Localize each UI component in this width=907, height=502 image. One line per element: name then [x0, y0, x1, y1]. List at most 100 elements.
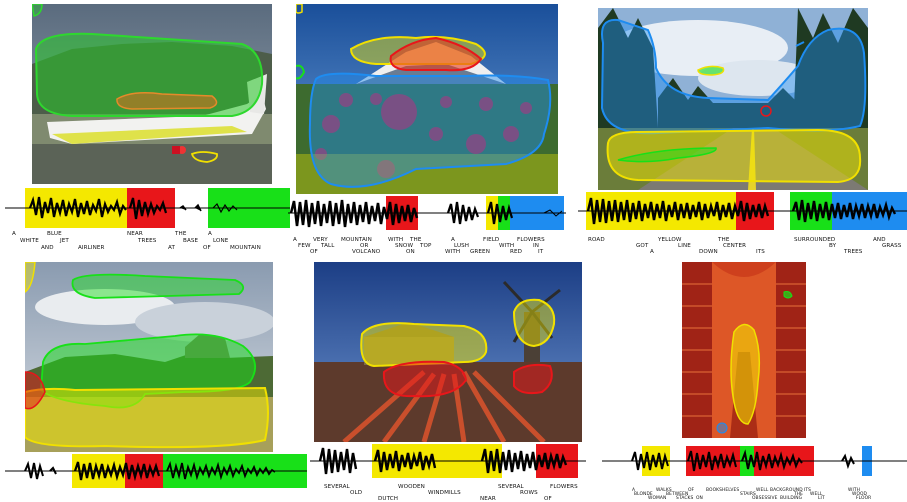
caption-word: FLOWERS: [550, 484, 578, 490]
caption-word: NEAR: [480, 496, 496, 502]
audio-waveform: [602, 446, 907, 476]
caption-word: LINE: [678, 243, 691, 249]
caption-word: AND: [41, 245, 54, 251]
audio-waveform: [5, 454, 307, 488]
caption-word: IN: [533, 243, 540, 249]
caption-word: WALKS: [656, 488, 672, 493]
caption-word: A: [451, 237, 455, 243]
caption-word: MOUNTAIN: [341, 237, 372, 243]
caption-word: BLONDE: [634, 492, 653, 497]
panel-airplane: A WHITE BLUE AND JET AIRLINER NEAR TREES…: [0, 0, 290, 258]
caption-word: FIELD: [483, 237, 500, 243]
caption-word: THE: [794, 492, 804, 497]
caption-word: SURROUNDED: [794, 237, 836, 243]
caption-word: LONE: [213, 238, 229, 244]
caption-word: GRASS: [882, 243, 902, 249]
caption-word: RED: [510, 249, 523, 255]
caption-word: WINDMILLS: [428, 490, 461, 496]
audio-waveform: [310, 444, 586, 478]
caption-word: BOOKSHELVES: [706, 488, 740, 493]
caption-word: VERY: [313, 237, 328, 243]
caption-word: WITH: [445, 249, 461, 255]
audio-waveform: [578, 192, 907, 230]
caption-word: OR: [360, 243, 369, 249]
panel-poppies: A FEW VERY OF TALL MOUNTAIN OR VOLCANO W…: [288, 0, 578, 258]
caption-word: YELLOW: [658, 237, 682, 243]
panel-road: ROAD GOT A YELLOW LINE DOWN THE CENTER I…: [578, 0, 907, 258]
caption-word: AND: [873, 237, 886, 243]
caption-word: WHITE: [20, 238, 39, 244]
poppies-photo: [296, 4, 558, 194]
caption-word: BY: [829, 243, 837, 249]
caption-word: IT: [538, 249, 544, 255]
caption-word: THE: [175, 231, 187, 237]
caption-words: A BLONDE WOMAN WALKS BETWEEN STACKS OF B…: [602, 488, 907, 502]
caption-word: OF: [688, 488, 695, 493]
caption-word: TREES: [844, 249, 863, 255]
caption-word: FLOWERS: [517, 237, 545, 243]
caption-word: OLD: [350, 490, 363, 496]
caption-word: DUTCH: [378, 496, 399, 502]
caption-words: ROAD GOT A YELLOW LINE DOWN THE CENTER I…: [578, 237, 907, 259]
caption-word: WITH: [848, 488, 861, 493]
caption-word: BASE: [183, 238, 199, 244]
caption-word: TALL: [321, 243, 335, 249]
caption-word: AT: [168, 245, 176, 251]
panel-farm: [0, 258, 310, 502]
caption-word: GOT: [636, 243, 649, 249]
caption-word: A: [293, 237, 297, 243]
library-photo: [682, 262, 806, 438]
caption-word: OF: [203, 245, 211, 251]
caption-word: ROAD: [588, 237, 605, 243]
caption-word: OBSESSIVE: [752, 496, 778, 501]
caption-word: ITS: [756, 249, 765, 255]
caption-word: OF: [544, 496, 552, 502]
caption-word: SEVERAL: [324, 484, 350, 490]
caption-word: FEW: [298, 243, 311, 249]
caption-word: WOMAN: [648, 496, 667, 501]
panel-library: A BLONDE WOMAN WALKS BETWEEN STACKS OF B…: [602, 258, 907, 502]
caption-word: TOP: [420, 243, 432, 249]
caption-word: THE: [718, 237, 730, 243]
caption-word: NEAR: [127, 231, 143, 237]
road-photo: [598, 8, 868, 190]
caption-word: A: [12, 231, 16, 237]
caption-word: STACKS: [676, 496, 694, 501]
caption-word: JET: [60, 238, 69, 244]
caption-word: SEVERAL: [498, 484, 524, 490]
caption-word: ROWS: [520, 490, 538, 496]
caption-word: THE: [410, 237, 422, 243]
caption-word: BETWEEN: [666, 492, 689, 497]
caption-word: LUSH: [454, 243, 470, 249]
caption-word: BUILDING: [780, 496, 803, 501]
caption-word: WELL: [756, 488, 769, 493]
caption-word: DOWN: [699, 249, 718, 255]
caption-word: WELL: [810, 492, 823, 497]
caption-word: WOODEN: [398, 484, 425, 490]
caption-word: BACKGROUND: [770, 488, 803, 493]
panel-windmills: SEVERAL OLD DUTCH WOODEN WINDMILLS NEAR …: [310, 258, 602, 502]
caption-word: VOLCANO: [352, 249, 381, 255]
caption-word: WITH: [499, 243, 515, 249]
caption-word: SNOW: [395, 243, 414, 249]
caption-words: A WHITE BLUE AND JET AIRLINER NEAR TREES…: [0, 231, 290, 258]
caption-word: A: [208, 231, 212, 237]
audio-waveform: [288, 196, 566, 230]
caption-word: A: [650, 249, 654, 255]
caption-word: A: [632, 488, 636, 493]
caption-word: BLUE: [47, 231, 62, 237]
windmills-photo: [314, 262, 582, 442]
caption-word: GREEN: [470, 249, 490, 255]
caption-word: TREES: [138, 238, 157, 244]
caption-word: STAIRS: [740, 492, 756, 497]
caption-word: WOOD: [852, 492, 868, 497]
caption-word: FLOOR: [856, 496, 872, 501]
caption-word: WITH: [388, 237, 404, 243]
audio-waveform: [5, 188, 290, 228]
caption-word: ON: [696, 496, 703, 501]
caption-word: ITS: [804, 488, 812, 493]
caption-word: AIRLINER: [78, 245, 105, 251]
caption-word: OF: [310, 249, 318, 255]
farm-photo: [25, 262, 273, 452]
caption-word: LIT: [818, 496, 825, 501]
